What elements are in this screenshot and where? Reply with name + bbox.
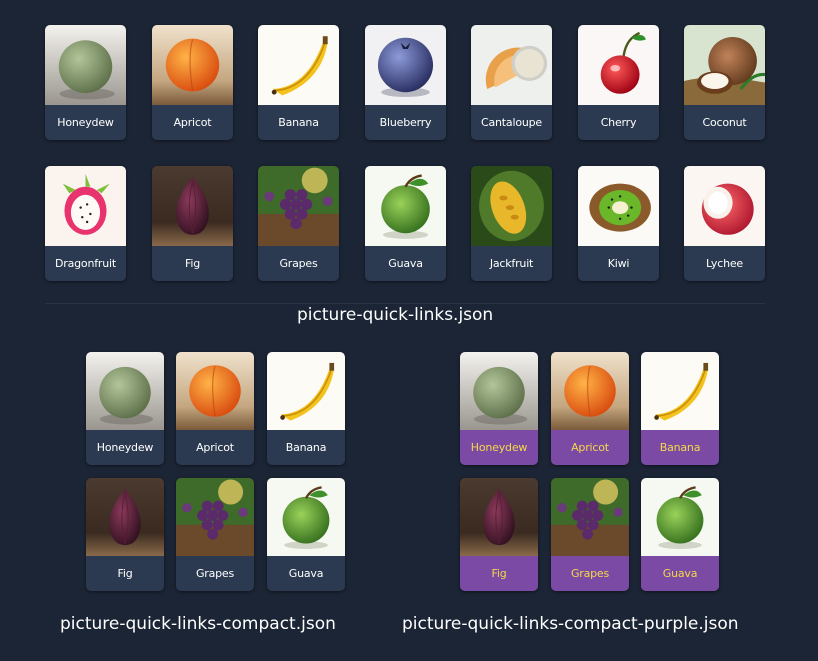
grapes-icon [258, 166, 339, 246]
quick-link-label: Blueberry [379, 116, 432, 129]
honeydew-icon [86, 352, 164, 430]
lychee-icon [684, 166, 765, 246]
quick-link-card[interactable]: Banana [267, 352, 345, 465]
quick-link-label: Dragonfruit [55, 257, 116, 270]
quick-link-label: Lychee [706, 257, 743, 270]
fig-icon [460, 478, 538, 556]
quick-link-card[interactable]: Guava [365, 166, 446, 281]
quick-link-label: Guava [388, 257, 423, 270]
quick-link-label: Apricot [173, 116, 212, 129]
quick-link-label: Cherry [600, 116, 637, 129]
coconut-icon [684, 25, 765, 105]
quick-link-label: Banana [641, 430, 719, 465]
quick-link-card[interactable]: Apricot [176, 352, 254, 465]
quick-link-label: Jackfruit [489, 257, 534, 270]
full-caption: picture-quick-links.json [297, 305, 494, 325]
quick-link-card[interactable]: Blueberry [365, 25, 446, 140]
quick-link-card[interactable]: Grapes [176, 478, 254, 591]
quick-link-card[interactable]: Grapes [551, 478, 629, 591]
honeydew-icon [45, 25, 126, 105]
quick-link-card[interactable]: Honeydew [460, 352, 538, 465]
fig-icon [152, 166, 233, 246]
quick-link-card[interactable]: Banana [641, 352, 719, 465]
banana-icon [267, 352, 345, 430]
dragonfruit-icon [45, 166, 126, 246]
quick-link-label: Guava [288, 567, 324, 580]
kiwi-icon [578, 166, 659, 246]
banana-icon [641, 352, 719, 430]
apricot-icon [551, 352, 629, 430]
quick-link-card[interactable]: Cherry [578, 25, 659, 140]
quick-link-card[interactable]: Honeydew [45, 25, 126, 140]
quick-link-label: Fig [460, 556, 538, 591]
quick-link-card[interactable]: Banana [258, 25, 339, 140]
quick-link-label: Banana [278, 116, 319, 129]
quick-link-label: Grapes [195, 567, 235, 580]
quick-link-card[interactable]: Coconut [684, 25, 765, 140]
quick-link-card[interactable]: Fig [460, 478, 538, 591]
quick-link-card[interactable]: Honeydew [86, 352, 164, 465]
apricot-icon [152, 25, 233, 105]
quick-link-card[interactable]: Jackfruit [471, 166, 552, 281]
guava-icon [641, 478, 719, 556]
grapes-icon [176, 478, 254, 556]
quick-link-card[interactable]: Grapes [258, 166, 339, 281]
purple-caption: picture-quick-links-compact-purple.json [402, 614, 739, 634]
quick-link-label: Coconut [702, 116, 747, 129]
guava-icon [365, 166, 446, 246]
jackfruit-icon [471, 166, 552, 246]
quick-link-card[interactable]: Guava [641, 478, 719, 591]
blueberry-icon [365, 25, 446, 105]
quick-link-card[interactable]: Fig [86, 478, 164, 591]
quick-link-label: Kiwi [607, 257, 630, 270]
divider [45, 303, 765, 304]
quick-link-card[interactable]: Fig [152, 166, 233, 281]
quick-link-label: Apricot [196, 441, 234, 454]
apricot-icon [176, 352, 254, 430]
quick-link-card[interactable]: Apricot [152, 25, 233, 140]
quick-link-card[interactable]: Dragonfruit [45, 166, 126, 281]
honeydew-icon [460, 352, 538, 430]
quick-link-label: Guava [641, 556, 719, 591]
banana-icon [258, 25, 339, 105]
quick-link-card[interactable]: Cantaloupe [471, 25, 552, 140]
quick-link-label: Apricot [551, 430, 629, 465]
quick-link-label: Banana [285, 441, 327, 454]
quick-link-label: Fig [185, 257, 200, 270]
quick-link-label: Cantaloupe [481, 116, 542, 129]
quick-link-label: Honeydew [460, 430, 538, 465]
quick-link-card[interactable]: Guava [267, 478, 345, 591]
guava-icon [267, 478, 345, 556]
cherry-icon [578, 25, 659, 105]
quick-link-label: Honeydew [96, 441, 154, 454]
quick-link-label: Grapes [279, 257, 318, 270]
quick-link-card[interactable]: Lychee [684, 166, 765, 281]
quick-link-label: Honeydew [57, 116, 114, 129]
quick-link-label: Grapes [551, 556, 629, 591]
quick-link-label: Fig [117, 567, 133, 580]
grapes-icon [551, 478, 629, 556]
cantaloupe-icon [471, 25, 552, 105]
quick-link-card[interactable]: Kiwi [578, 166, 659, 281]
fig-icon [86, 478, 164, 556]
compact-caption: picture-quick-links-compact.json [60, 614, 336, 634]
quick-link-card[interactable]: Apricot [551, 352, 629, 465]
